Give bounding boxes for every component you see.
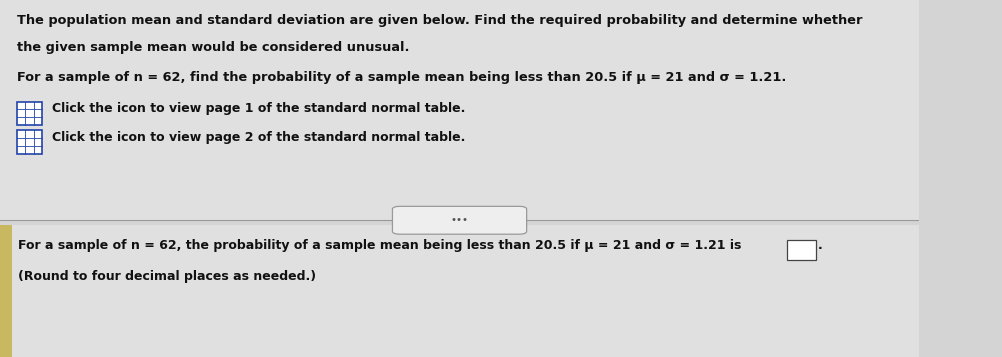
Text: (Round to four decimal places as needed.): (Round to four decimal places as needed.…: [18, 270, 317, 282]
Text: Click the icon to view page 2 of the standard normal table.: Click the icon to view page 2 of the sta…: [52, 131, 466, 144]
FancyBboxPatch shape: [393, 206, 527, 234]
Text: the given sample mean would be considered unusual.: the given sample mean would be considere…: [17, 41, 409, 54]
Bar: [0, 225, 919, 357]
Text: Click the icon to view page 1 of the standard normal table.: Click the icon to view page 1 of the sta…: [52, 102, 466, 115]
Bar: [0, 0, 919, 220]
Bar: [0, 225, 12, 357]
Text: •••: •••: [451, 215, 469, 225]
Bar: [17, 130, 42, 154]
Bar: [17, 102, 42, 125]
Text: For a sample of n = 62, the probability of a sample mean being less than 20.5 if: For a sample of n = 62, the probability …: [18, 239, 741, 252]
Text: .: .: [818, 239, 823, 252]
Bar: [787, 240, 817, 260]
Text: The population mean and standard deviation are given below. Find the required pr: The population mean and standard deviati…: [17, 14, 862, 27]
Text: For a sample of n = 62, find the probability of a sample mean being less than 20: For a sample of n = 62, find the probabi…: [17, 71, 786, 84]
